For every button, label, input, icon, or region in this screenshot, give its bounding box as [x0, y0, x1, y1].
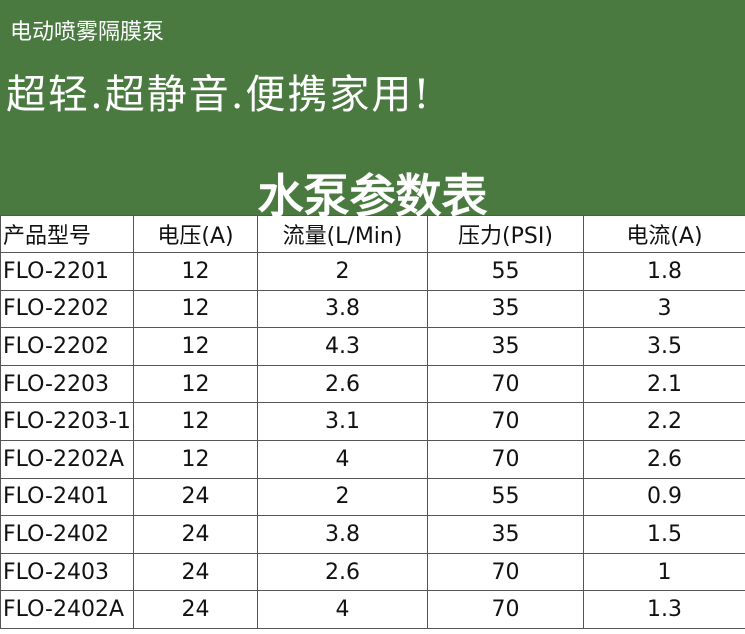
banner: 电动喷雾隔膜泵 超轻.超静音.便携家用! 水泵参数表	[0, 0, 745, 223]
table-cell: FLO-2403	[0, 552, 134, 592]
table-cell: 70	[427, 364, 584, 404]
table-cell: 3.8	[257, 515, 428, 554]
table-cell: FLO-2202	[0, 327, 134, 366]
table-cell: 12	[133, 439, 258, 479]
table-cell: 24	[133, 515, 258, 554]
table-cell: 70	[427, 402, 584, 441]
table-cell: 12	[133, 364, 258, 404]
table-row: FLO-2401 24 2 55 0.9	[0, 477, 745, 517]
column-header: 压力(PSI)	[427, 215, 584, 253]
table-row: FLO-2202 12 3.8 35 3	[0, 289, 745, 329]
table-cell: 2	[257, 477, 428, 517]
table-cell: 70	[427, 439, 584, 479]
header-row: 产品型号 电压(A) 流量(L/Min) 压力(PSI) 电流(A)	[0, 215, 745, 253]
table-cell: 12	[133, 327, 258, 366]
table-cell: 55	[427, 477, 584, 517]
column-header: 电压(A)	[133, 215, 258, 253]
table-cell: FLO-2202	[0, 289, 134, 329]
table-cell: 2.6	[583, 439, 745, 479]
table-row: FLO-2203-1 12 3.1 70 2.2	[0, 402, 745, 441]
table-cell: 0.9	[583, 477, 745, 517]
table-cell: 2.6	[257, 552, 428, 592]
table-body: FLO-2201 12 2 55 1.8 FLO-2202 12 3.8 35 3 FLO-2202…	[0, 252, 745, 629]
table-cell: 24	[133, 590, 258, 629]
table-cell: 4.3	[257, 327, 428, 366]
table-cell: FLO-2202A	[0, 439, 134, 479]
table-row: FLO-2202A 12 4 70 2.6	[0, 439, 745, 479]
table-cell: 35	[427, 289, 584, 329]
table-row: FLO-2203 12 2.6 70 2.1	[0, 364, 745, 404]
table-cell: 2	[257, 252, 428, 291]
slogan: 超轻.超静音.便携家用!	[6, 72, 432, 118]
table-title: 水泵参数表	[257, 169, 488, 223]
subtitle: 电动喷雾隔膜泵	[10, 20, 165, 45]
table-cell: 1.3	[583, 590, 745, 629]
column-header: 流量(L/Min)	[257, 215, 428, 253]
table-cell: 24	[133, 477, 258, 517]
column-header: 电流(A)	[583, 215, 745, 253]
table-cell: 3	[583, 289, 745, 329]
column-header: 产品型号	[0, 215, 134, 253]
table-cell: 4	[257, 590, 428, 629]
table-cell: 2.6	[257, 364, 428, 404]
spec-table: 产品型号 电压(A) 流量(L/Min) 压力(PSI) 电流(A) FLO-2201 1…	[0, 215, 745, 629]
table-cell: FLO-2402A	[0, 590, 134, 629]
table-cell: 1	[583, 552, 745, 592]
table-cell: FLO-2201	[0, 252, 134, 291]
table-cell: FLO-2402	[0, 515, 134, 554]
table-cell: 1.5	[583, 515, 745, 554]
table-cell: 35	[427, 327, 584, 366]
table-cell: FLO-2401	[0, 477, 134, 517]
table-cell: 35	[427, 515, 584, 554]
table-cell: 12	[133, 252, 258, 291]
table-cell: 2.2	[583, 402, 745, 441]
table-cell: FLO-2203-1	[0, 402, 134, 441]
table-row: FLO-2402 24 3.8 35 1.5	[0, 515, 745, 554]
table-cell: 70	[427, 552, 584, 592]
table-cell: 70	[427, 590, 584, 629]
table-cell: 24	[133, 552, 258, 592]
table-row: FLO-2202 12 4.3 35 3.5	[0, 327, 745, 366]
table-cell: 12	[133, 289, 258, 329]
table-cell: 2.1	[583, 364, 745, 404]
table-row: FLO-2403 24 2.6 70 1	[0, 552, 745, 592]
table-cell: 3.1	[257, 402, 428, 441]
table-cell: FLO-2203	[0, 364, 134, 404]
table-row: FLO-2201 12 2 55 1.8	[0, 252, 745, 291]
table-row: FLO-2402A 24 4 70 1.3	[0, 590, 745, 629]
table-cell: 4	[257, 439, 428, 479]
table-cell: 1.8	[583, 252, 745, 291]
table-cell: 12	[133, 402, 258, 441]
table-cell: 3.5	[583, 327, 745, 366]
table-cell: 3.8	[257, 289, 428, 329]
table-cell: 55	[427, 252, 584, 291]
